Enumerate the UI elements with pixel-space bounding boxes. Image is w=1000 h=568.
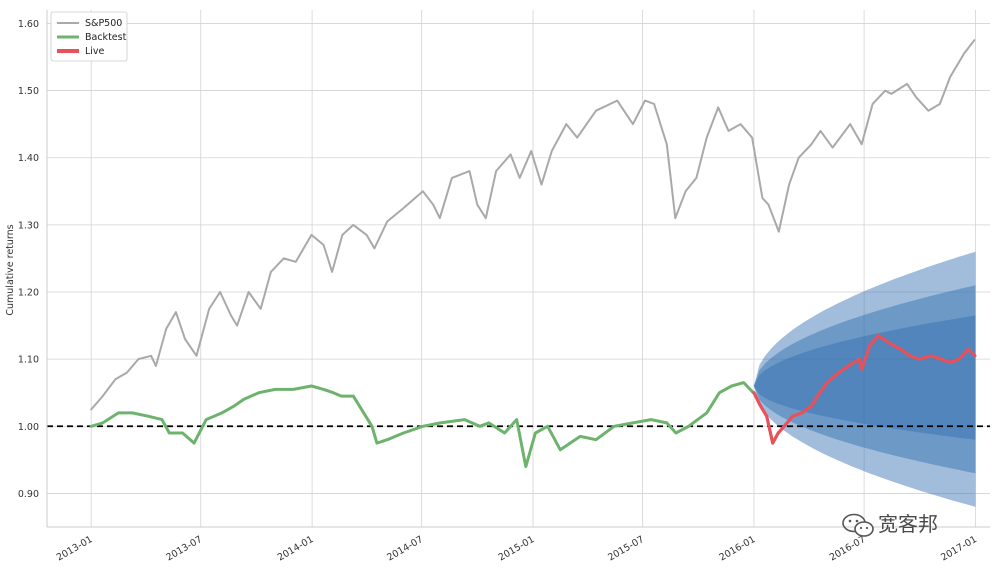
y-tick-label: 1.00	[18, 422, 39, 433]
legend-item-backtest: Backtest	[57, 32, 127, 43]
x-tick-label: 2013-07	[164, 534, 204, 563]
forecast-cone	[753, 251, 976, 507]
wechat-icon	[842, 513, 874, 537]
y-tick-label: 1.30	[18, 220, 39, 231]
legend-item-sp500: S&P500	[57, 18, 122, 29]
series-line-live	[752, 334, 977, 445]
y-tick-label: 1.40	[18, 153, 39, 164]
legend-label: Live	[85, 46, 105, 57]
series-line-sp500	[90, 39, 976, 411]
watermark-text: 宽客邦	[878, 512, 938, 536]
y-tick-label: 1.10	[18, 355, 39, 366]
x-tick-label: 2016-07	[828, 534, 868, 563]
watermark: 宽客邦	[842, 512, 938, 537]
series-lines	[89, 39, 977, 469]
x-tick-label: 2014-07	[385, 534, 425, 563]
y-axis-label: Cumulative returns	[5, 224, 16, 315]
series-line-backtest	[89, 381, 755, 469]
x-tick-label: 2013-01	[55, 534, 95, 563]
x-tick-label: 2015-07	[606, 534, 646, 563]
y-tick-label: 1.60	[18, 19, 39, 30]
x-tick-label: 2016-01	[718, 534, 758, 563]
legend-label: S&P500	[85, 18, 122, 29]
legend: S&P500 Backtest Live	[50, 11, 128, 62]
x-tick-label: 2015-01	[497, 534, 537, 563]
y-tick-label: 1.50	[18, 86, 39, 97]
x-tick-label: 2014-01	[276, 534, 316, 563]
y-tick-label: 0.90	[18, 489, 39, 500]
y-tick-label: 1.20	[18, 288, 39, 299]
x-tick-label: 2017-01	[939, 534, 979, 563]
legend-label: Backtest	[85, 32, 127, 43]
cone-band-1	[753, 251, 976, 507]
axes: 0.90 1.00 1.10 1.20 1.30 1.40 1.50 1.60 2013-01 2…	[18, 10, 990, 563]
legend-box	[50, 11, 128, 62]
legend-item-live: Live	[57, 46, 105, 57]
